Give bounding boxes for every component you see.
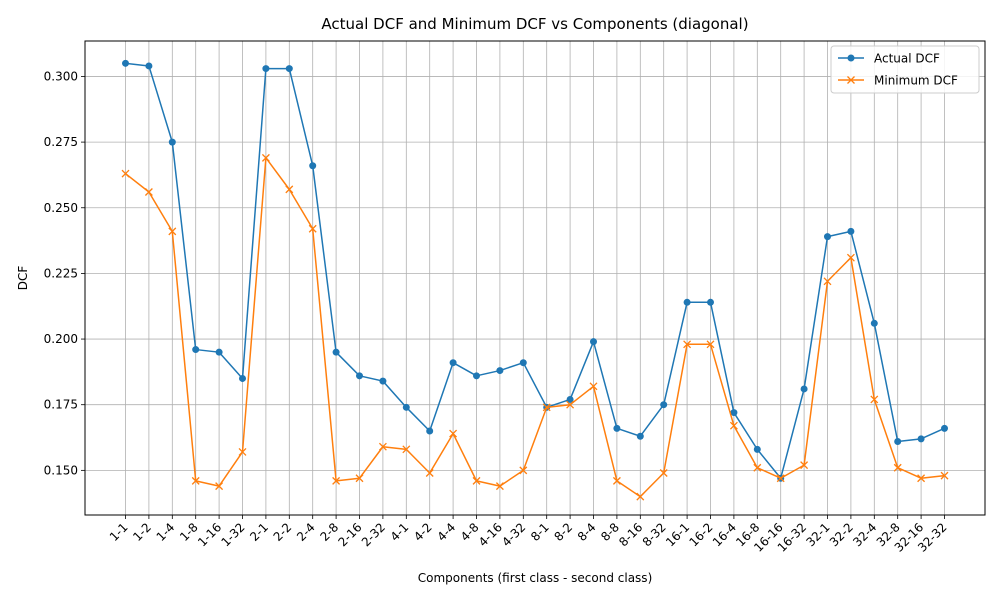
data-point-minimum-dcf [472, 476, 481, 485]
data-point-minimum-dcf [378, 442, 387, 451]
data-point-minimum-dcf [846, 253, 855, 262]
plot-frame [84, 40, 986, 516]
data-point-actual-dcf [473, 372, 480, 380]
data-point-actual-dcf [426, 427, 434, 435]
data-point-actual-dcf [402, 403, 410, 411]
data-point-minimum-dcf [542, 403, 551, 412]
data-point-minimum-dcf [402, 445, 411, 454]
grid-lines [85, 41, 985, 515]
data-point-actual-dcf [496, 367, 504, 375]
data-point-minimum-dcf [683, 340, 692, 349]
legend-marker-minimum-dcf [847, 76, 855, 84]
data-point-actual-dcf [847, 227, 855, 235]
data-point-minimum-dcf [893, 463, 902, 472]
data-point-actual-dcf [894, 437, 902, 445]
legend: Actual DCF Minimum DCF [830, 45, 980, 94]
data-point-actual-dcf [636, 432, 644, 440]
y-tick-label: 0.300 [44, 69, 78, 83]
data-point-actual-dcf [145, 62, 153, 70]
series-line-actual-dcf [125, 62, 945, 479]
data-point-minimum-dcf [589, 382, 598, 391]
data-point-minimum-dcf [449, 429, 458, 438]
data-point-minimum-dcf [308, 224, 317, 233]
data-point-actual-dcf [660, 401, 668, 409]
data-point-minimum-dcf [238, 448, 247, 456]
data-point-actual-dcf [192, 346, 200, 354]
data-point-actual-dcf [379, 377, 387, 385]
chart-title: Actual DCF and Minimum DCF vs Components… [321, 15, 748, 33]
y-tick-label: 0.275 [44, 135, 78, 149]
data-point-minimum-dcf [870, 395, 879, 404]
data-point-minimum-dcf [121, 169, 130, 178]
data-point-actual-dcf [870, 319, 878, 327]
data-point-actual-dcf [449, 359, 457, 367]
data-point-actual-dcf [215, 348, 223, 356]
data-point-actual-dcf [356, 372, 363, 380]
data-point-actual-dcf [519, 359, 527, 367]
data-point-actual-dcf [941, 424, 948, 432]
y-tick-label: 0.200 [44, 332, 78, 346]
y-tick-label: 0.150 [44, 463, 78, 477]
y-axis-label: DCF [16, 266, 30, 291]
data-point-actual-dcf [309, 162, 317, 170]
data-point-actual-dcf [824, 233, 831, 241]
data-point-minimum-dcf [706, 340, 715, 349]
data-point-minimum-dcf [191, 476, 200, 485]
y-tick-label: 0.225 [44, 266, 78, 280]
data-point-minimum-dcf [659, 469, 668, 477]
data-point-minimum-dcf [495, 482, 504, 491]
data-point-minimum-dcf [168, 227, 177, 236]
data-point-actual-dcf [917, 435, 925, 443]
data-point-actual-dcf [800, 385, 808, 393]
series-line-minimum-dcf [125, 157, 945, 498]
series-minimum-dcf [121, 153, 949, 501]
series-layer [121, 59, 949, 501]
data-point-minimum-dcf [425, 469, 434, 477]
legend-box [830, 45, 980, 94]
data-point-minimum-dcf [215, 482, 224, 491]
data-point-actual-dcf [239, 374, 246, 382]
data-point-minimum-dcf [636, 492, 645, 501]
data-point-actual-dcf [332, 348, 340, 356]
data-point-minimum-dcf [800, 461, 809, 470]
data-point-minimum-dcf [917, 474, 926, 483]
data-point-minimum-dcf [753, 463, 762, 472]
x-axis-label: Components (first class - second class) [418, 571, 653, 585]
data-point-minimum-dcf [519, 466, 528, 475]
data-point-minimum-dcf [823, 277, 832, 286]
data-point-actual-dcf [285, 65, 293, 73]
data-point-minimum-dcf [144, 188, 153, 196]
legend-label-minimum-dcf: Minimum DCF [874, 74, 958, 88]
data-point-actual-dcf [168, 138, 176, 146]
legend-entry-minimum-dcf: Minimum DCF [838, 74, 958, 88]
data-point-actual-dcf [753, 445, 761, 453]
data-point-actual-dcf [590, 338, 597, 346]
data-point-actual-dcf [613, 424, 621, 432]
data-point-minimum-dcf [261, 153, 270, 162]
y-axis-ticks: 0.150 0.175 0.200 0.225 0.250 0.275 0.300 [44, 69, 85, 477]
legend-entry-actual-dcf: Actual DCF [838, 52, 940, 66]
data-point-minimum-dcf [940, 471, 949, 480]
data-point-minimum-dcf [612, 476, 621, 485]
data-point-actual-dcf [262, 65, 270, 73]
data-point-actual-dcf [122, 59, 129, 67]
data-point-minimum-dcf [566, 400, 575, 409]
data-point-actual-dcf [683, 298, 691, 306]
data-point-actual-dcf [566, 395, 574, 403]
y-tick-label: 0.175 [44, 398, 78, 412]
series-actual-dcf [122, 59, 948, 482]
data-point-minimum-dcf [729, 421, 738, 430]
data-point-actual-dcf [730, 409, 738, 417]
data-point-minimum-dcf [776, 474, 785, 483]
data-point-minimum-dcf [332, 476, 341, 485]
legend-label-actual-dcf: Actual DCF [874, 52, 940, 66]
legend-marker-actual-dcf [847, 54, 855, 62]
data-point-actual-dcf [707, 298, 714, 306]
data-point-minimum-dcf [285, 185, 294, 194]
data-point-minimum-dcf [355, 474, 364, 483]
y-tick-label: 0.250 [44, 201, 78, 215]
